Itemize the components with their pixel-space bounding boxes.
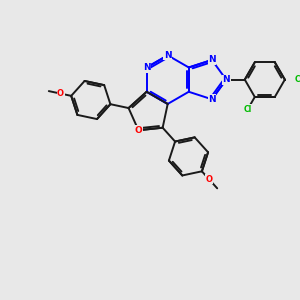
Text: N: N: [164, 51, 172, 60]
Text: N: N: [208, 56, 216, 64]
Text: O: O: [57, 89, 64, 98]
Text: N: N: [208, 95, 216, 104]
Text: N: N: [222, 75, 230, 84]
Text: N: N: [143, 63, 151, 72]
Text: O: O: [135, 126, 142, 135]
Text: Cl: Cl: [244, 105, 252, 114]
Text: Cl: Cl: [295, 75, 300, 84]
Text: O: O: [206, 175, 213, 184]
